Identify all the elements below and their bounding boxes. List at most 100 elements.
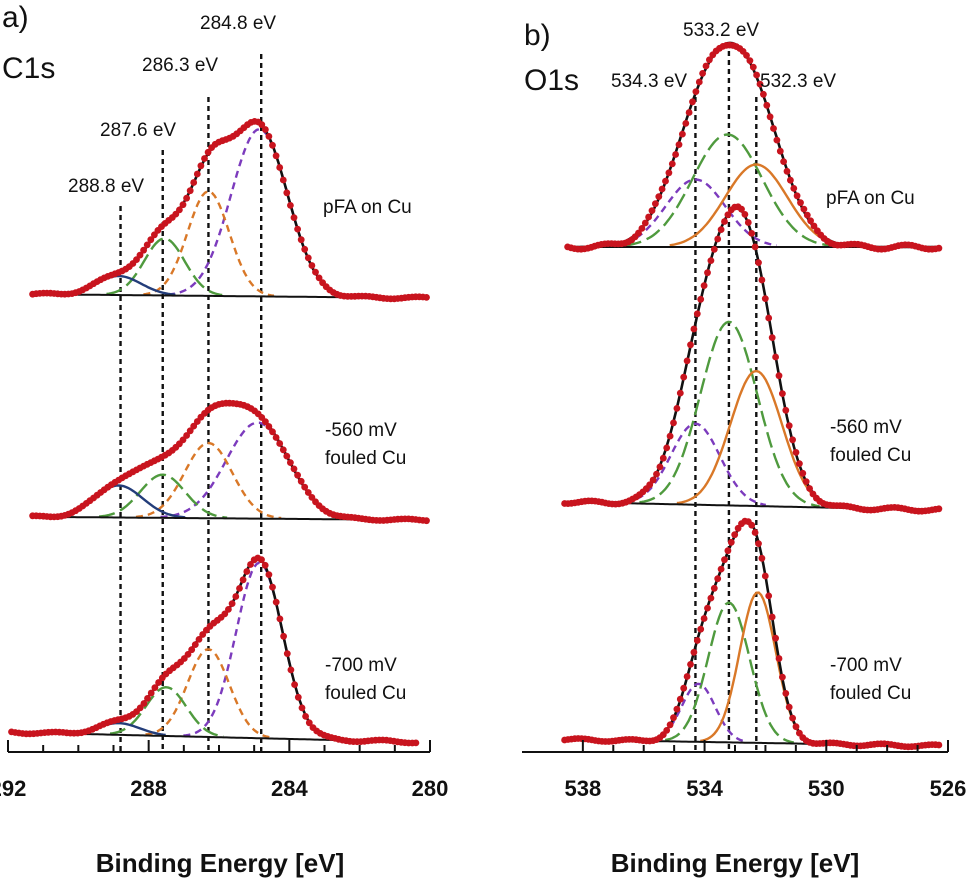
spectra-c1s — [8, 118, 430, 747]
data-point — [675, 141, 683, 149]
data-point — [276, 615, 284, 623]
sample-label-c1s-pfa: pFA on Cu — [323, 197, 412, 218]
data-point — [269, 141, 276, 149]
peak-label-533.2: 533.2 eV — [683, 20, 759, 41]
data-point — [731, 531, 739, 539]
data-point — [195, 636, 203, 643]
data-point — [683, 357, 691, 365]
data-point — [770, 125, 777, 132]
x-axis-title-c1s: Binding Energy [eV] — [96, 848, 344, 878]
data-point — [702, 62, 710, 70]
data-point — [758, 276, 766, 284]
data-point — [789, 714, 796, 722]
data-point — [775, 655, 783, 662]
data-point — [782, 406, 790, 414]
peak-label-286.3: 286.3 eV — [142, 55, 218, 76]
data-point — [653, 470, 660, 478]
data-point — [710, 584, 718, 592]
component-c1s-2-287.6 — [98, 473, 228, 519]
data-point — [297, 477, 305, 485]
x-axis-o1s: 538 534 530 526 — [522, 740, 966, 801]
spectra-o1s — [561, 41, 943, 751]
component-c1s-3-284.85 — [183, 561, 336, 741]
data-point — [280, 632, 287, 640]
data-point — [717, 226, 725, 234]
data-point — [706, 56, 713, 64]
data-point — [796, 460, 803, 467]
sample-label-o1s-560-line1: -560 mV — [830, 417, 902, 438]
peak-label-288.8: 288.8 eV — [68, 176, 144, 197]
data-point — [225, 606, 232, 613]
data-point — [232, 593, 240, 600]
data-point — [638, 225, 646, 232]
data-point — [290, 465, 298, 473]
component-o1s-3-532.25 — [700, 591, 816, 744]
data-point — [258, 556, 265, 564]
data-point — [243, 568, 251, 575]
data-point — [741, 211, 749, 218]
data-point — [204, 148, 212, 156]
data-point — [935, 741, 943, 749]
data-point — [692, 88, 700, 95]
data-point — [658, 185, 666, 193]
data-point — [690, 648, 698, 656]
spectrum-c1s-1 — [29, 118, 430, 303]
data-point — [743, 52, 750, 59]
component-o1s-1-533.25 — [625, 133, 830, 247]
data-point — [775, 372, 783, 380]
data-point — [687, 341, 694, 349]
sample-label-o1s-700: -700 mV fouled Cu — [830, 655, 911, 704]
panel-o1s: 538 534 530 526 b) O1s 534.3 eV 533.2 eV 53… — [522, 19, 966, 878]
data-point — [663, 727, 671, 734]
data-point — [799, 469, 807, 477]
data-point — [262, 126, 269, 133]
x-tick-label-c1s-288: 288 — [130, 776, 167, 801]
data-point — [655, 193, 663, 201]
data-point — [738, 205, 745, 213]
data-point — [783, 167, 791, 175]
panel-c1s: 292 288 284 280 a) C1s 288.8 eV 287.6 eV 28… — [0, 1, 448, 878]
data-point — [772, 634, 779, 642]
data-point — [785, 422, 793, 430]
data-point — [676, 389, 684, 397]
data-point — [258, 121, 266, 129]
data-point — [793, 192, 801, 200]
data-point — [272, 434, 280, 441]
data-point — [748, 230, 756, 237]
data-point — [714, 575, 722, 583]
data-point — [697, 295, 705, 303]
data-point — [186, 427, 194, 435]
data-point — [707, 257, 715, 264]
data-point — [792, 449, 800, 456]
data-point — [236, 585, 243, 592]
data-point — [262, 418, 269, 426]
data-point — [672, 151, 679, 158]
data-point — [283, 650, 291, 657]
data-point — [294, 471, 301, 479]
data-point — [298, 704, 306, 712]
data-point — [749, 63, 757, 71]
data-point — [670, 714, 677, 722]
peak-label-534.3: 534.3 eV — [611, 71, 687, 92]
data-point — [144, 695, 151, 702]
x-tick-label-c1s-280: 280 — [412, 776, 449, 801]
spectrum-c1s-3 — [8, 554, 420, 747]
data-point — [765, 592, 773, 600]
chart-title-c1s: C1s — [2, 52, 55, 85]
data-point — [184, 651, 192, 658]
data-point — [680, 373, 688, 381]
data-point — [666, 432, 674, 440]
data-point — [291, 681, 298, 688]
sample-label-o1s-560: -560 mV fouled Cu — [830, 417, 911, 466]
data-point — [806, 485, 813, 492]
data-point — [228, 600, 236, 607]
spectrum-o1s-3 — [561, 517, 943, 751]
sample-label-c1s-700-line1: -700 mV — [325, 655, 397, 676]
data-point — [760, 90, 767, 98]
data-point — [656, 463, 664, 471]
data-point — [800, 205, 808, 213]
sample-label-c1s-700: -700 mV fouled Cu — [325, 655, 406, 704]
data-point — [802, 478, 810, 485]
data-point — [782, 690, 790, 697]
data-point — [810, 222, 818, 230]
